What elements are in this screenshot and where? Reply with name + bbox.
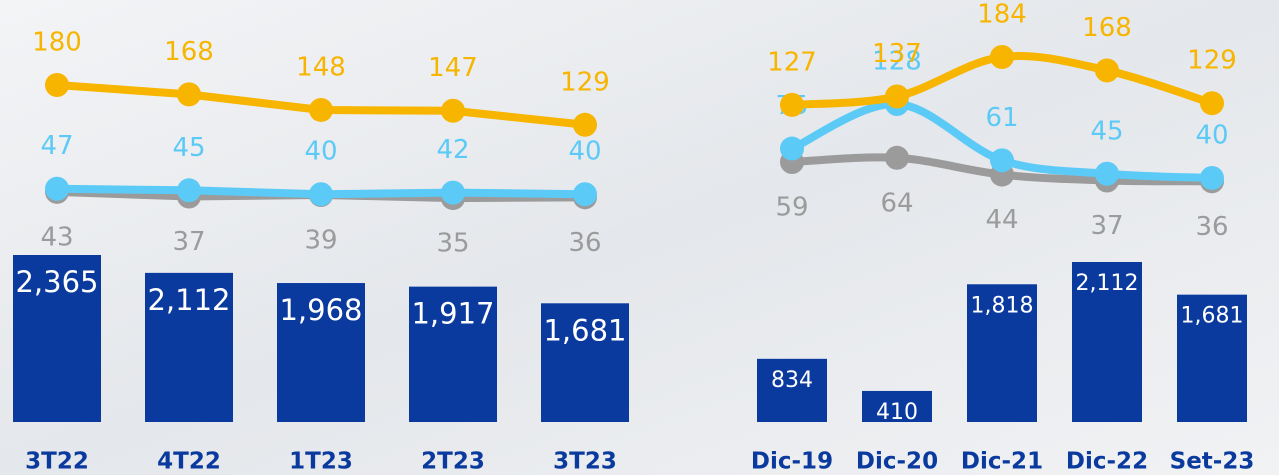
line-point [441,98,465,123]
point-label: 35 [436,229,469,259]
x-tick-label: Dic-19 [751,449,833,475]
point-label: 36 [1195,212,1228,242]
line-point [573,112,597,137]
bar [757,358,827,422]
point-label: 40 [1195,120,1228,150]
line-point [441,180,465,205]
line-point [1095,58,1119,83]
point-label: 129 [560,67,610,97]
point-label: 39 [304,225,337,255]
bar [13,255,101,422]
x-tick-label: Dic-22 [1066,449,1148,475]
bar-label: 1,968 [279,293,362,327]
point-label: 61 [985,103,1018,133]
point-label: 128 [872,47,922,77]
point-label: 168 [164,37,214,67]
line-point [45,73,69,97]
line-point [45,176,69,201]
point-label: 47 [40,131,73,161]
line-point [990,45,1014,69]
bar-label: 1,917 [411,297,494,331]
line-point [1200,91,1224,116]
x-tick-label: 3T22 [25,449,89,475]
point-label: 147 [428,53,478,83]
line-point [1200,165,1224,190]
point-label: 64 [880,188,913,218]
line-point [573,182,597,207]
x-tick-label: 2T23 [421,449,485,475]
x-tick-label: Dic-20 [856,449,938,475]
x-tick-label: 3T23 [553,449,617,475]
point-label: 137 [872,39,922,69]
point-label: 184 [977,0,1027,30]
point-label: 43 [40,222,73,252]
point-label: 37 [1090,211,1123,241]
point-label: 40 [304,137,337,167]
bar-label: 834 [771,368,813,393]
line-point [780,136,804,161]
line-point [780,92,804,117]
bar [862,390,932,422]
x-tick-label: Dic-21 [961,449,1043,475]
bar-label: 410 [876,400,918,425]
bar-label: 1,681 [543,313,626,347]
point-label: 59 [775,193,808,223]
bar-label: 1,818 [971,293,1034,318]
point-label: 36 [568,228,601,258]
point-label: 44 [985,205,1018,235]
point-label: 37 [172,227,205,257]
bar-label: 1,681 [1181,304,1244,329]
point-label: 45 [172,133,205,163]
point-label: 129 [1187,46,1237,76]
line-point [177,178,201,203]
point-label: 148 [296,52,346,82]
line-point [309,97,333,122]
bar-label: 2,365 [15,265,98,299]
x-tick-label: Set-23 [1170,449,1255,475]
bar-label: 2,112 [1076,271,1139,296]
point-label: 45 [1090,116,1123,146]
point-label: 168 [1082,13,1132,43]
bar [409,286,497,422]
bar [277,283,365,422]
point-label: 180 [32,28,82,58]
bar [541,303,629,422]
x-tick-label: 4T22 [157,449,221,475]
bar [145,272,233,422]
bar [1072,262,1142,422]
point-label: 40 [568,137,601,167]
line-point [309,182,333,207]
bar-label: 2,112 [147,283,230,317]
bar [967,284,1037,422]
point-label: 127 [767,47,817,77]
point-label: 42 [436,135,469,165]
line-point [1095,161,1119,186]
line-point [990,148,1014,173]
bar [1177,294,1247,422]
x-tick-label: 1T23 [289,449,353,475]
line-point [177,82,201,107]
line-point [885,84,909,109]
line-point [885,145,909,170]
